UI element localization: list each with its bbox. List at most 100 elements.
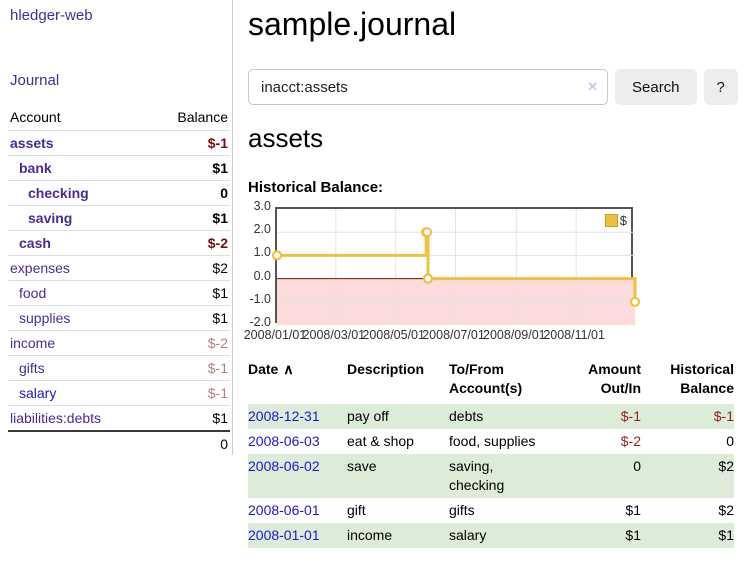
sort-asc-icon: ∧ [283,361,294,377]
legend-label: $ [619,213,627,228]
account-link[interactable]: supplies [19,310,71,326]
transaction-date-link[interactable]: 2008-12-31 [248,408,320,424]
account-cell: saving, checking [449,458,505,493]
register-row: 2008-06-02 save saving, checking 0 $2 [248,454,734,498]
page-title: sample.journal [248,6,457,42]
account-link[interactable]: bank [19,160,52,176]
account-row: expenses $2 [8,255,230,281]
y-axis-tick-label: 2.0 [253,222,271,237]
balance-cell: $2 [718,458,734,474]
account-row: salary $-1 [8,380,230,406]
sidebar-item-journal[interactable]: Journal [10,72,60,89]
account-row: income $-2 [8,330,230,356]
chart-label: Historical Balance: [248,179,384,196]
account-balance: $1 [149,205,230,231]
account-balance: $1 [149,405,230,431]
account-cell: debts [449,408,484,424]
description-cell: eat & shop [347,433,414,449]
accounts-table: Account Balance assets $-1 bank $1 checking 0… [8,106,230,456]
x-axis-tick-label: 2008/07/01 [422,328,485,342]
account-link[interactable]: income [10,335,56,351]
transaction-date-link[interactable]: 2008-06-03 [248,433,320,449]
account-balance: $-1 [149,130,230,156]
account-row: supplies $1 [8,305,230,331]
clear-search-icon[interactable]: ✕ [587,79,598,94]
account-link[interactable]: gifts [19,360,45,376]
account-link[interactable]: assets [10,135,54,151]
search-button[interactable]: Search [615,69,697,105]
account-link[interactable]: checking [28,185,89,201]
register-header-amount: Amount Out/In [588,361,641,396]
amount-cell: $1 [625,527,641,543]
search-form: ✕ Search ? [248,69,738,105]
balance-cell: $1 [718,527,734,543]
account-balance: $-2 [149,230,230,256]
balance-chart: $ 3.0 2.0 1.0 0.0 -1.0 -2.0 2008/01/01 2008/03/… [244,199,708,351]
description-cell: income [347,527,393,543]
accounts-table-body: assets $-1 bank $1 checking 0 saving $1 cash $-2 e… [8,130,230,431]
register-header-balance: Historical Balance [670,361,734,396]
register-table-body: 2008-12-31 pay off debts $-1 $-1 2008-06-03 ea… [248,404,734,548]
account-balance: $-2 [149,330,230,356]
register-row: 2008-06-03 eat & shop food, supplies $-2 0 [248,429,734,454]
legend-swatch-icon [604,214,618,227]
register-header-account: To/From Account(s) [449,361,523,396]
balance-cell: $2 [718,502,734,518]
register-table: Date ∧ Description To/From Account(s) Amo… [248,358,734,548]
register-header-date[interactable]: Date ∧ [248,361,294,377]
account-row: saving $1 [8,205,230,231]
account-link[interactable]: food [19,285,47,301]
transaction-date-link[interactable]: 2008-06-02 [248,458,320,474]
account-link[interactable]: cash [19,235,51,251]
y-axis-tick-label: -2.0 [249,315,271,329]
account-balance: $1 [149,280,230,306]
transaction-date-link[interactable]: 2008-06-01 [248,502,320,518]
y-axis-tick-label: 3.0 [253,199,271,213]
main-content: sample.journal ✕ Search ? assets Histori… [244,0,742,582]
accounts-header-row: Account Balance [8,106,230,131]
account-balance: 0 [149,180,230,206]
chart-svg [271,209,641,325]
account-row: checking 0 [8,180,230,206]
accounts-header-balance: Balance [177,109,228,125]
register-row: 2008-12-31 pay off debts $-1 $-1 [248,404,734,429]
sidebar: hledger-web Journal Account Balance asse… [0,0,233,456]
account-row: gifts $-1 [8,355,230,381]
accounts-total-value: 0 [149,430,230,456]
help-button[interactable]: ? [703,69,738,105]
account-balance: $-1 [149,355,230,381]
account-balance: $2 [149,255,230,281]
chart-legend: $ [602,212,629,229]
y-axis-tick-label: 0.0 [253,268,271,283]
x-axis-tick-label: 2008/09/01 [483,328,546,342]
register-row: 2008-01-01 income salary $1 $1 [248,523,734,548]
account-balance: $1 [149,155,230,181]
account-link[interactable]: salary [19,385,57,401]
chart-plot-area: $ [271,207,641,325]
y-axis-tick-label: -1.0 [249,291,271,306]
app-title-link[interactable]: hledger-web [10,7,93,24]
account-cell: gifts [449,502,475,518]
search-input[interactable] [248,69,608,105]
accounts-header-account: Account [10,109,61,125]
accounts-total-row: 0 [8,430,230,456]
x-axis-tick-label: 2008/01/01 [243,328,307,342]
amount-cell: 0 [633,458,641,474]
amount-cell: $-2 [620,433,641,449]
description-cell: gift [347,502,366,518]
amount-cell: $1 [625,502,641,518]
account-link[interactable]: saving [28,210,73,226]
account-row: liabilities:debts $1 [8,405,230,431]
account-link[interactable]: expenses [10,260,70,276]
amount-cell: $-1 [620,408,641,424]
transaction-date-link[interactable]: 2008-01-01 [248,527,320,543]
x-axis-tick-label: 2008/03/01 [302,328,366,342]
register-header-description: Description [347,361,425,377]
description-cell: pay off [347,408,389,424]
account-balance: $1 [149,305,230,331]
account-row: assets $-1 [8,130,230,156]
account-link[interactable]: liabilities:debts [10,410,102,426]
y-axis-tick-label: 1.0 [253,245,271,260]
account-cell: salary [449,527,487,543]
account-row: cash $-2 [8,230,230,256]
